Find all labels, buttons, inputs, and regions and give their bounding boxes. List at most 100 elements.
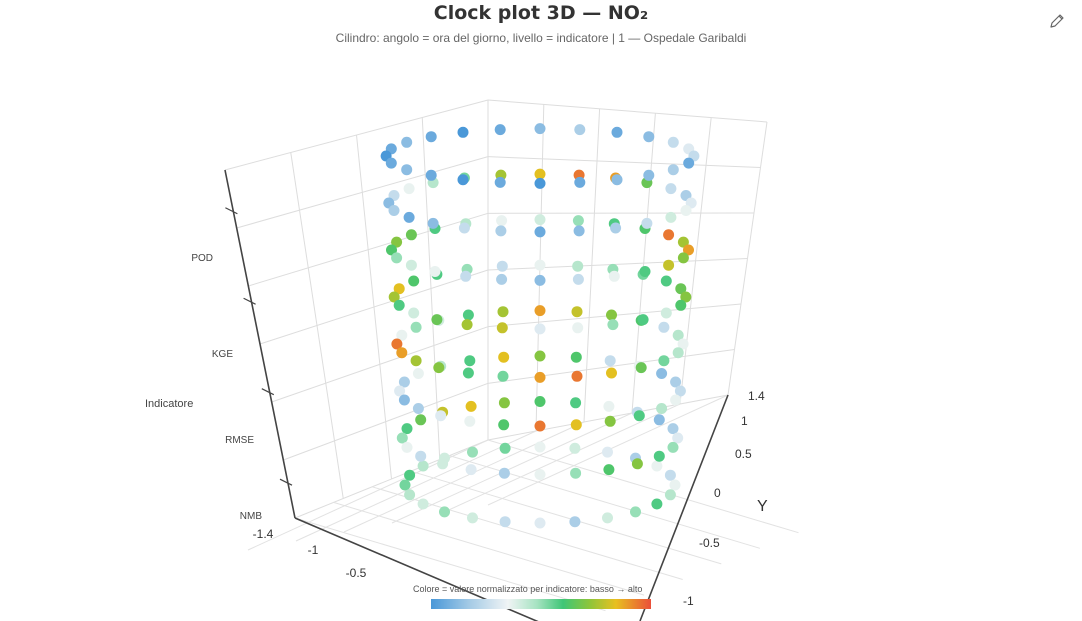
data-point[interactable] <box>412 368 424 379</box>
data-point[interactable] <box>610 222 622 234</box>
data-point[interactable] <box>660 307 672 319</box>
data-point[interactable] <box>410 321 422 333</box>
data-point[interactable] <box>396 347 408 359</box>
data-point[interactable] <box>465 400 477 412</box>
data-point[interactable] <box>534 177 546 189</box>
data-point[interactable] <box>667 441 679 453</box>
data-point[interactable] <box>683 244 694 256</box>
data-point[interactable] <box>569 442 581 454</box>
data-point[interactable] <box>496 322 508 334</box>
data-point[interactable] <box>677 236 689 248</box>
data-point[interactable] <box>496 260 508 272</box>
data-point[interactable] <box>534 274 546 286</box>
data-point[interactable] <box>496 215 508 227</box>
pencil-icon[interactable] <box>1048 12 1066 30</box>
data-point[interactable] <box>534 323 546 335</box>
data-point[interactable] <box>425 131 437 143</box>
data-point[interactable] <box>653 414 665 426</box>
data-point[interactable] <box>498 397 510 409</box>
data-point[interactable] <box>435 410 447 422</box>
data-point[interactable] <box>417 498 429 510</box>
data-point[interactable] <box>653 450 665 462</box>
data-point[interactable] <box>573 225 585 237</box>
data-point[interactable] <box>415 450 427 462</box>
data-point[interactable] <box>431 314 443 326</box>
data-point[interactable] <box>680 291 692 303</box>
data-point[interactable] <box>401 423 413 435</box>
data-point[interactable] <box>534 214 546 226</box>
data-point[interactable] <box>607 319 619 331</box>
points-layer[interactable] <box>380 123 700 529</box>
data-point[interactable] <box>572 322 584 334</box>
data-point[interactable] <box>433 362 445 374</box>
data-point[interactable] <box>664 489 676 501</box>
data-point[interactable] <box>385 157 397 169</box>
data-point[interactable] <box>401 164 413 176</box>
data-point[interactable] <box>572 260 584 272</box>
data-point[interactable] <box>660 275 672 287</box>
data-point[interactable] <box>499 516 511 528</box>
data-point[interactable] <box>417 460 429 472</box>
data-point[interactable] <box>391 236 403 248</box>
data-point[interactable] <box>394 385 406 397</box>
data-point[interactable] <box>663 259 675 271</box>
data-point[interactable] <box>658 355 670 367</box>
data-point[interactable] <box>534 168 546 180</box>
data-point[interactable] <box>403 183 415 195</box>
data-point[interactable] <box>401 441 413 453</box>
data-point[interactable] <box>495 225 507 237</box>
data-point[interactable] <box>641 217 653 229</box>
data-point[interactable] <box>410 355 422 367</box>
data-point[interactable] <box>437 458 449 470</box>
data-point[interactable] <box>669 479 681 491</box>
data-point[interactable] <box>665 183 677 195</box>
data-point[interactable] <box>408 307 420 319</box>
data-point[interactable] <box>611 174 623 186</box>
data-point[interactable] <box>670 394 682 406</box>
data-point[interactable] <box>667 136 679 148</box>
data-point[interactable] <box>656 368 668 379</box>
data-point[interactable] <box>570 397 582 409</box>
data-point[interactable] <box>664 469 676 481</box>
data-point[interactable] <box>667 164 679 176</box>
data-point[interactable] <box>602 512 613 524</box>
data-point[interactable] <box>386 244 397 256</box>
data-point[interactable] <box>604 415 616 427</box>
data-point[interactable] <box>498 467 510 479</box>
data-point[interactable] <box>464 415 476 427</box>
data-point[interactable] <box>672 329 684 341</box>
data-point[interactable] <box>534 469 546 480</box>
data-point[interactable] <box>405 229 417 241</box>
data-point[interactable] <box>457 174 469 186</box>
data-point[interactable] <box>658 321 670 333</box>
data-point[interactable] <box>496 273 508 285</box>
data-point[interactable] <box>606 309 617 321</box>
data-point[interactable] <box>404 469 416 481</box>
data-point[interactable] <box>534 350 546 362</box>
data-point[interactable] <box>494 176 506 188</box>
data-point[interactable] <box>398 376 410 388</box>
data-point[interactable] <box>665 211 677 223</box>
data-point[interactable] <box>677 252 689 264</box>
data-point[interactable] <box>651 460 663 472</box>
data-point[interactable] <box>401 136 413 148</box>
data-point[interactable] <box>672 347 684 359</box>
data-point[interactable] <box>534 305 546 317</box>
data-point[interactable] <box>494 124 506 136</box>
data-point[interactable] <box>534 371 546 383</box>
data-point[interactable] <box>391 338 403 350</box>
data-point[interactable] <box>404 489 416 501</box>
data-point[interactable] <box>497 370 509 382</box>
data-point[interactable] <box>412 403 424 414</box>
data-point[interactable] <box>643 131 655 143</box>
data-point[interactable] <box>633 410 645 422</box>
data-point[interactable] <box>608 270 620 282</box>
data-point[interactable] <box>603 464 615 476</box>
data-point[interactable] <box>393 283 405 295</box>
data-point[interactable] <box>534 123 546 135</box>
data-point[interactable] <box>499 442 511 454</box>
data-point[interactable] <box>462 367 474 379</box>
data-point[interactable] <box>534 396 546 407</box>
data-point[interactable] <box>569 516 581 528</box>
